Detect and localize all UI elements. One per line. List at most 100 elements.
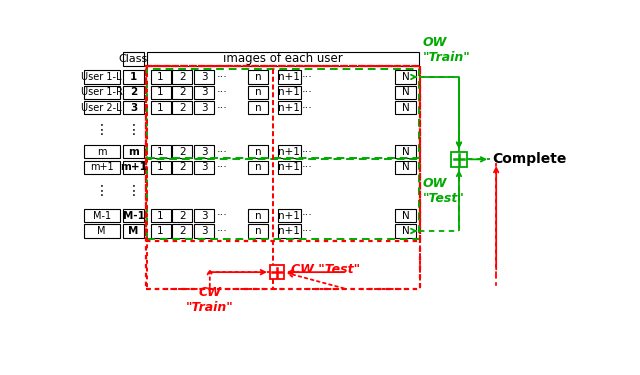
Bar (147, 69, 419, 158)
FancyBboxPatch shape (194, 70, 214, 84)
FancyBboxPatch shape (150, 160, 171, 174)
FancyBboxPatch shape (396, 209, 415, 222)
Text: 1: 1 (157, 162, 164, 172)
Text: 2: 2 (179, 147, 186, 157)
Text: 3: 3 (201, 147, 207, 157)
Text: M: M (97, 226, 106, 236)
Text: 1: 1 (157, 103, 164, 113)
Text: 1: 1 (157, 147, 164, 157)
FancyBboxPatch shape (194, 145, 214, 158)
Text: 2: 2 (179, 72, 186, 82)
Text: ···: ··· (301, 147, 312, 157)
FancyBboxPatch shape (396, 224, 415, 237)
Text: ⋮: ⋮ (95, 123, 109, 137)
FancyBboxPatch shape (172, 86, 193, 99)
Text: ⋮: ⋮ (95, 184, 109, 198)
Text: 3: 3 (201, 162, 207, 172)
Text: ···: ··· (301, 87, 312, 98)
Text: Complete: Complete (492, 152, 566, 166)
FancyBboxPatch shape (123, 224, 145, 237)
Text: OW
"Test": OW "Test" (422, 177, 465, 206)
Text: 1: 1 (130, 72, 137, 82)
FancyBboxPatch shape (248, 209, 268, 222)
Text: 3: 3 (201, 72, 207, 82)
Text: User 1-R: User 1-R (81, 87, 123, 98)
Text: 1: 1 (157, 72, 164, 82)
Text: N: N (402, 72, 410, 82)
Text: 2: 2 (130, 87, 137, 98)
FancyBboxPatch shape (123, 52, 145, 66)
Text: n: n (255, 162, 262, 172)
Text: ···: ··· (216, 210, 227, 220)
FancyBboxPatch shape (123, 160, 145, 174)
Text: 3: 3 (201, 87, 207, 98)
Text: Class: Class (119, 54, 148, 64)
Text: ⋮: ⋮ (127, 184, 140, 198)
FancyBboxPatch shape (194, 101, 214, 114)
FancyBboxPatch shape (278, 101, 301, 114)
FancyBboxPatch shape (150, 209, 171, 222)
Text: N: N (402, 210, 410, 220)
FancyBboxPatch shape (194, 224, 214, 237)
Text: n+1: n+1 (278, 147, 300, 157)
Text: 1: 1 (157, 226, 164, 236)
Text: n: n (255, 226, 262, 236)
FancyBboxPatch shape (84, 70, 120, 84)
Text: 2: 2 (179, 162, 186, 172)
FancyBboxPatch shape (248, 224, 268, 237)
Text: 2: 2 (179, 210, 186, 220)
Text: m: m (97, 147, 106, 157)
FancyBboxPatch shape (147, 52, 419, 66)
Text: images of each user: images of each user (223, 53, 343, 65)
Text: n: n (255, 210, 262, 220)
Text: ⋮: ⋮ (127, 123, 140, 137)
Text: m+1: m+1 (90, 162, 113, 172)
Text: n: n (255, 147, 262, 157)
Text: ···: ··· (216, 103, 227, 113)
Text: ···: ··· (216, 162, 227, 172)
Text: m+1: m+1 (120, 162, 147, 172)
Text: n+1: n+1 (278, 210, 300, 220)
FancyBboxPatch shape (278, 70, 301, 84)
FancyBboxPatch shape (84, 224, 120, 237)
Text: n+1: n+1 (278, 103, 300, 113)
FancyBboxPatch shape (150, 224, 171, 237)
FancyBboxPatch shape (278, 145, 301, 158)
Text: ···: ··· (301, 162, 312, 172)
Text: 2: 2 (179, 103, 186, 113)
FancyBboxPatch shape (172, 101, 193, 114)
FancyBboxPatch shape (84, 209, 120, 222)
Text: 3: 3 (201, 226, 207, 236)
FancyBboxPatch shape (278, 209, 301, 222)
Text: ···: ··· (301, 103, 312, 113)
Text: OW
"Train": OW "Train" (422, 36, 470, 64)
Text: n+1: n+1 (278, 226, 300, 236)
Text: ···: ··· (216, 147, 227, 157)
Text: n+1: n+1 (278, 87, 300, 98)
Text: CW
"Train": CW "Train" (186, 286, 234, 314)
Text: CW "Test": CW "Test" (291, 262, 360, 276)
FancyBboxPatch shape (396, 145, 415, 158)
Text: ···: ··· (216, 87, 227, 98)
Bar (273, 66, 420, 289)
FancyBboxPatch shape (396, 70, 415, 84)
FancyBboxPatch shape (84, 101, 120, 114)
FancyBboxPatch shape (123, 86, 145, 99)
FancyBboxPatch shape (172, 209, 193, 222)
FancyBboxPatch shape (451, 152, 467, 167)
FancyBboxPatch shape (270, 265, 284, 279)
Text: n: n (255, 72, 262, 82)
Text: 2: 2 (179, 87, 186, 98)
FancyBboxPatch shape (123, 70, 145, 84)
FancyBboxPatch shape (84, 86, 120, 99)
Bar (147, 66, 273, 289)
FancyBboxPatch shape (248, 160, 268, 174)
Text: M: M (128, 226, 139, 236)
FancyBboxPatch shape (278, 160, 301, 174)
Text: m: m (128, 147, 139, 157)
Text: ···: ··· (301, 226, 312, 236)
FancyBboxPatch shape (84, 145, 120, 158)
FancyBboxPatch shape (194, 209, 214, 222)
FancyBboxPatch shape (150, 86, 171, 99)
FancyBboxPatch shape (278, 224, 301, 237)
